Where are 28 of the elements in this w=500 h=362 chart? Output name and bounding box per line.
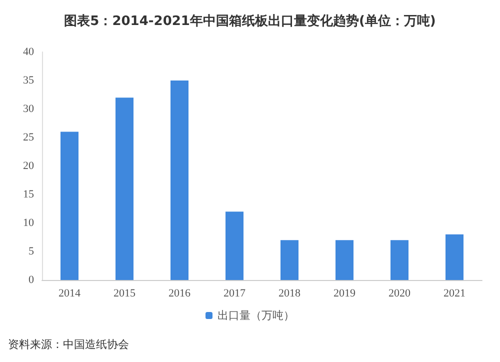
bar: [170, 80, 188, 280]
x-tick-label: 2020: [388, 288, 411, 300]
bar: [446, 234, 464, 280]
bar: [116, 98, 134, 280]
y-tick-label: 40: [23, 46, 34, 58]
legend-label: 出口量（万吨）: [218, 309, 294, 322]
y-tick-label: 10: [23, 217, 34, 229]
x-tick-label: 2016: [168, 288, 191, 300]
bar: [280, 240, 298, 280]
text: 资料来源：中国造纸协会: [8, 338, 129, 351]
y-tick-label: 15: [23, 188, 34, 200]
x-tick-label: 2017: [224, 288, 246, 300]
y-tick-label: 35: [23, 74, 34, 86]
y-tick-label: 25: [23, 132, 34, 144]
bar: [390, 240, 408, 280]
bar: [60, 132, 78, 280]
x-tick-label: 2015: [114, 288, 136, 300]
x-tick-label: 2021: [444, 288, 466, 300]
y-tick-label: 30: [23, 103, 34, 115]
y-tick-label: 5: [28, 246, 34, 258]
bar: [226, 212, 244, 280]
y-tick-label: 20: [23, 160, 34, 172]
chart-title: 图表5：2014-2021年中国箱纸板出口量变化趋势(单位：万吨): [64, 13, 436, 29]
y-tick-label: 0: [28, 274, 34, 286]
bar: [336, 240, 354, 280]
x-tick-label: 2014: [58, 288, 81, 300]
x-tick-label: 2018: [278, 288, 301, 300]
x-tick-label: 2019: [334, 288, 356, 300]
